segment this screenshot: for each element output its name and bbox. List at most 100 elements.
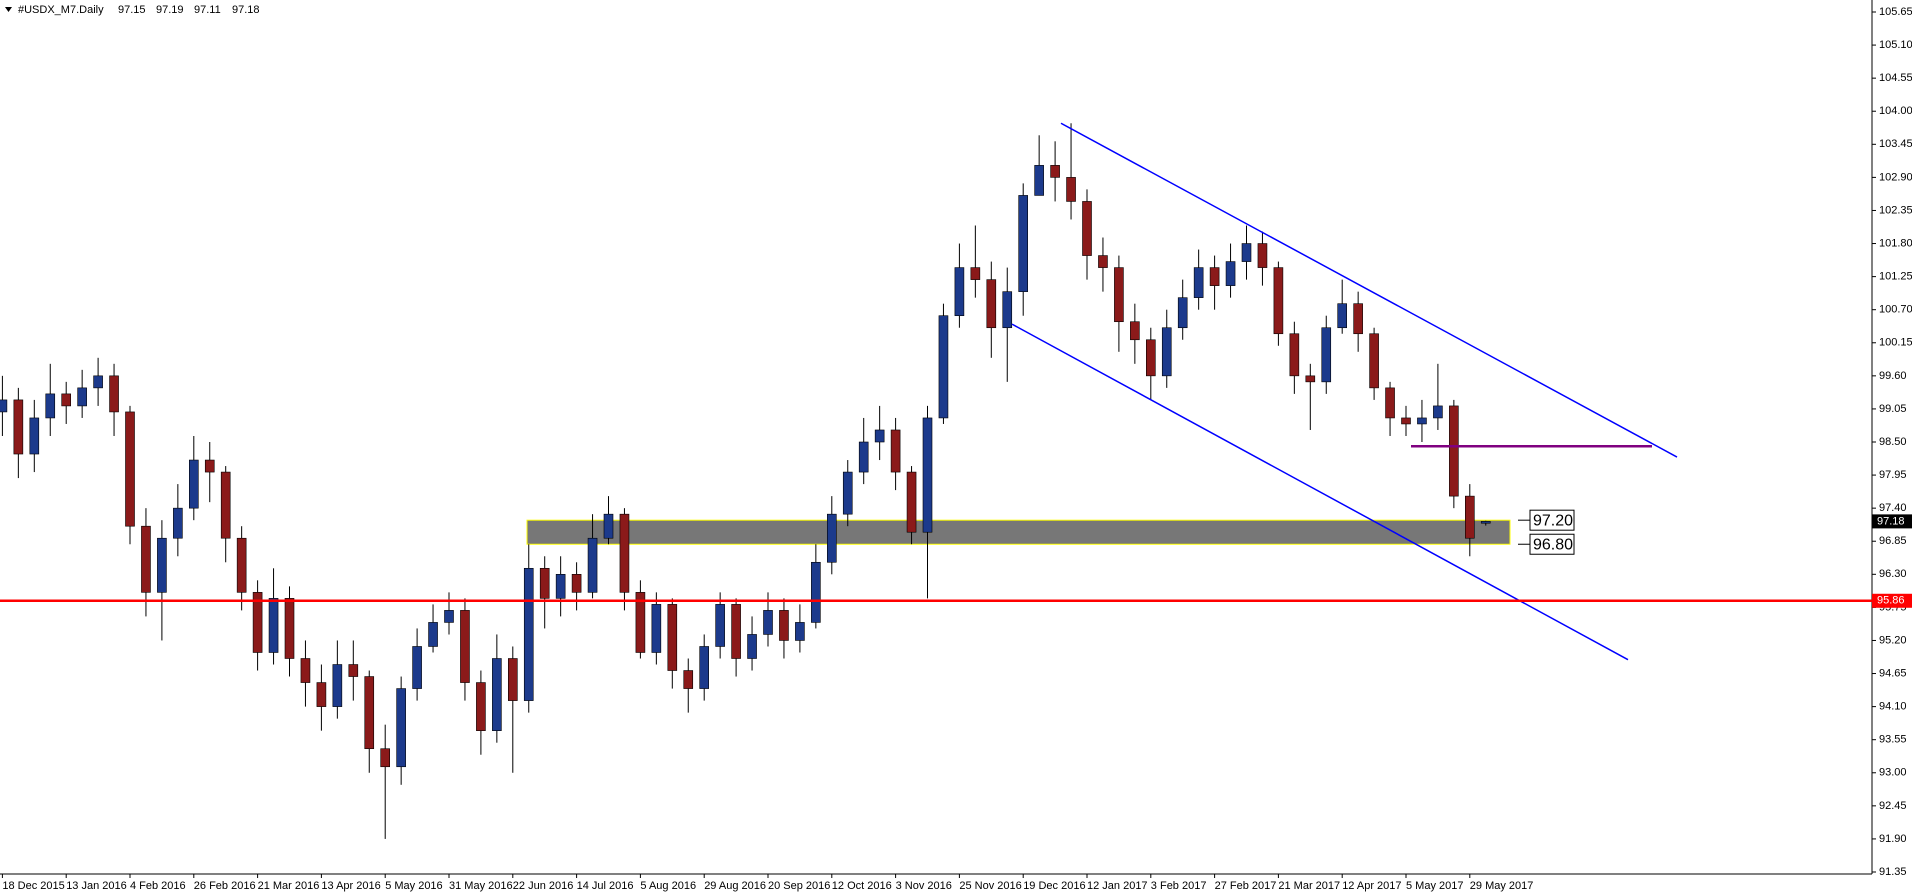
candle-body	[1114, 267, 1124, 323]
candle-body	[109, 375, 119, 413]
candle-body	[811, 561, 821, 623]
candle-body	[1018, 195, 1029, 292]
candle-body	[826, 513, 837, 563]
candle-body	[795, 622, 805, 641]
candle-body	[412, 646, 422, 689]
x-tick-label: 13 Jan 2016	[66, 880, 127, 892]
zone-label: 96.80	[1533, 536, 1573, 553]
candle-body	[125, 411, 135, 527]
x-tick-label: 18 Dec 2015	[2, 880, 64, 892]
candle-body	[635, 592, 646, 653]
candle-body	[1369, 333, 1379, 389]
x-tick-label: 13 Apr 2016	[321, 880, 380, 892]
candle-body	[842, 471, 853, 515]
header-open: 97.15	[118, 4, 146, 16]
candle-body	[555, 574, 566, 599]
candle-body	[715, 604, 725, 647]
candle-body	[268, 598, 279, 653]
candle-body	[300, 658, 311, 683]
candle-body	[45, 393, 56, 419]
y-tick-label: 101.25	[1879, 271, 1912, 283]
candle-body	[1209, 267, 1220, 286]
candle-body	[220, 471, 231, 539]
x-tick-label: 4 Feb 2016	[130, 880, 186, 892]
candle-body	[858, 441, 869, 473]
candle-body	[1050, 165, 1060, 178]
x-tick-label: 31 May 2016	[449, 880, 513, 892]
candle-body	[731, 604, 741, 659]
candle-body	[1433, 405, 1443, 419]
y-tick-label: 94.10	[1879, 701, 1907, 713]
y-tick-label: 100.15	[1879, 337, 1912, 349]
candle-body	[890, 429, 901, 473]
candle-body	[1305, 375, 1316, 383]
candle-body	[348, 664, 359, 677]
zone-label-box	[1529, 533, 1575, 555]
candle-body	[763, 610, 773, 635]
candle-body	[1002, 291, 1013, 329]
y-tick-label: 101.80	[1879, 237, 1912, 249]
candle-body	[683, 670, 694, 689]
x-tick-label: 26 Feb 2016	[194, 880, 256, 892]
candle-body	[747, 634, 757, 659]
candle-body	[651, 604, 662, 653]
candle-body	[204, 459, 215, 473]
y-tick-label: 103.45	[1879, 138, 1912, 150]
candle-body	[157, 537, 167, 593]
candle-body	[1480, 521, 1491, 524]
candle-body	[77, 387, 87, 407]
x-tick-label: 25 Nov 2016	[959, 880, 1021, 892]
candle-body	[1082, 201, 1092, 256]
x-tick-label: 27 Feb 2017	[1215, 880, 1277, 892]
y-tick-label: 95.20	[1879, 634, 1907, 646]
x-tick-label: 29 May 2017	[1470, 880, 1534, 892]
candle-body	[476, 682, 486, 731]
candle-body	[922, 417, 933, 533]
candle-body	[428, 622, 438, 647]
support-price-label: 95.86	[1877, 595, 1905, 607]
channel-upper	[1060, 122, 1678, 458]
candle-body	[252, 592, 263, 653]
zone-label: 97.20	[1533, 512, 1573, 529]
x-tick-label: 3 Nov 2016	[896, 880, 952, 892]
zone	[526, 519, 1511, 545]
x-tick-label: 21 Mar 2016	[258, 880, 320, 892]
y-tick-label: 102.90	[1879, 171, 1912, 183]
candle-body	[13, 399, 24, 455]
x-tick-label: 5 Aug 2016	[640, 880, 696, 892]
candle-body	[1401, 417, 1411, 425]
candle-body	[173, 507, 183, 539]
candle-body	[236, 537, 247, 593]
x-tick-label: 22 Jun 2016	[513, 880, 574, 892]
candle-body	[571, 574, 582, 593]
x-tick-label: 29 Aug 2016	[704, 880, 766, 892]
y-tick-label: 97.95	[1879, 469, 1907, 481]
candle-body	[1130, 321, 1140, 341]
candle-body	[954, 267, 965, 317]
candle-body	[1146, 339, 1156, 377]
x-tick-label: 12 Oct 2016	[832, 880, 892, 892]
candle-body	[906, 471, 917, 533]
x-tick-label: 12 Apr 2017	[1342, 880, 1401, 892]
candle-body	[986, 279, 997, 329]
candle-body	[587, 537, 598, 593]
y-tick-label: 102.35	[1879, 204, 1912, 216]
candle-body	[316, 682, 327, 707]
y-tick-label: 93.00	[1879, 767, 1907, 779]
candle-body	[1193, 267, 1204, 298]
candle-body	[460, 610, 470, 683]
candle-body	[1161, 327, 1172, 377]
channel-lower	[1011, 323, 1629, 661]
candle-body	[1177, 297, 1188, 329]
candle-body	[1417, 417, 1427, 425]
candle-body	[492, 658, 502, 731]
candle-body	[380, 748, 391, 768]
candle-body	[1225, 261, 1236, 286]
candle-body	[189, 459, 199, 509]
y-tick-label: 92.45	[1879, 800, 1907, 812]
x-tick-label: 21 Mar 2017	[1278, 880, 1340, 892]
y-tick-label: 93.55	[1879, 734, 1907, 746]
candle-body	[444, 610, 454, 623]
y-tick-label: 91.90	[1879, 833, 1907, 845]
